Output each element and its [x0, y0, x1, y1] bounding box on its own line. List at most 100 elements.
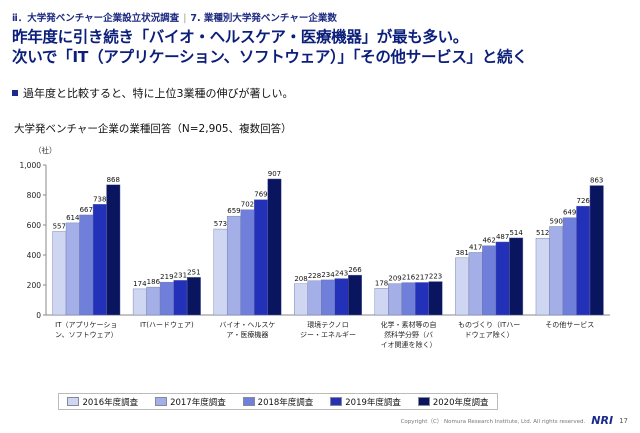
data-label: 208 [294, 275, 307, 283]
breadcrumb-page: 7. 業種別大学発ベンチャー企業数 [190, 13, 337, 24]
bullet-point: 過年度と比較すると、特に上位3業種の伸びが著しい。 [12, 85, 294, 101]
legend-swatch [67, 397, 80, 406]
data-label: 738 [93, 195, 106, 203]
legend-label: 2019年度調査 [345, 397, 401, 408]
bar [240, 209, 255, 316]
x-tick-label: 化学・素材等の自 [381, 320, 437, 329]
data-label: 667 [80, 206, 93, 214]
data-label: 557 [53, 222, 66, 230]
y-tick-label: 400 [27, 251, 42, 260]
y-tick-label: 600 [27, 221, 42, 230]
chart-title: 大学発ベンチャー企業の業種回答（N=2,905、複数回答） [14, 123, 292, 135]
bar [173, 280, 188, 316]
bar [401, 282, 416, 316]
nri-logo: NRI [591, 414, 614, 427]
bullet-square-icon [12, 90, 18, 96]
headline-line-2: 次いで「IT（アプリケーション、ソフトウェア）」「その他サービス」と続く [12, 48, 528, 66]
bar [589, 185, 604, 316]
bar [348, 274, 362, 316]
data-label: 174 [133, 280, 147, 288]
data-label: 223 [429, 273, 442, 281]
bar [374, 288, 389, 316]
data-label: 514 [509, 229, 523, 237]
bar [132, 288, 147, 316]
bar [159, 281, 174, 316]
bar [562, 217, 577, 316]
data-label: 219 [160, 273, 173, 281]
y-tick-label: 200 [27, 281, 42, 290]
data-label: 231 [174, 271, 187, 279]
data-label: 487 [496, 233, 509, 241]
legend-item: 2018年度調査 [242, 396, 314, 408]
bar [213, 228, 228, 316]
y-tick-label: 1,000 [20, 161, 42, 170]
copyright-text: Copyright（C） Nomura Research Institute, … [400, 418, 586, 425]
legend-swatch [155, 397, 168, 406]
breadcrumb-separator: | [183, 13, 187, 24]
legend-item: 2020年度調査 [417, 396, 489, 408]
bar [52, 231, 67, 316]
bar [294, 283, 308, 316]
bar [334, 278, 349, 316]
legend-item: 2019年度調査 [330, 396, 401, 408]
data-label: 590 [550, 218, 563, 226]
x-tick-label: その他サービス [545, 320, 594, 329]
x-tick-label: IT(ハードウェア) [140, 321, 194, 329]
bar [455, 257, 470, 316]
data-label: 234 [321, 271, 335, 279]
bar [415, 282, 430, 316]
data-label: 178 [375, 279, 388, 287]
bar [535, 237, 550, 316]
bar [509, 237, 524, 316]
x-tick-label: ア・医療機器 [226, 330, 268, 339]
x-tick-label: 環境テクノロ [307, 320, 349, 329]
x-tick-label: ドウェア除く） [465, 330, 514, 339]
data-label: 769 [254, 191, 267, 199]
data-label: 381 [455, 249, 468, 257]
footer: Copyright（C） Nomura Research Institute, … [401, 414, 628, 427]
data-label: 217 [415, 273, 428, 281]
bar [388, 283, 403, 316]
data-label: 907 [268, 170, 281, 178]
data-label: 649 [563, 209, 576, 217]
legend-label: 2018年度調査 [257, 397, 314, 408]
legend-label: 2017年度調査 [170, 397, 226, 408]
x-tick-label: バイオ・ヘルスケ [219, 321, 275, 329]
y-tick-label: 800 [27, 191, 42, 200]
bar [146, 286, 161, 316]
legend-item: 2017年度調査 [155, 396, 226, 408]
bar [226, 215, 241, 316]
bar [92, 204, 107, 316]
bar [267, 178, 282, 316]
legend-label: 2020年度調査 [432, 397, 489, 408]
legend-swatch [417, 397, 430, 406]
x-tick-label: イオ関連を除く） [381, 340, 437, 349]
legend-swatch [330, 397, 343, 406]
legend-label: 2016年度調査 [82, 397, 139, 408]
chart-legend: 2016年度調査 2017年度調査 2018年度調査 2019年度調査 2020年度調査 [58, 393, 498, 410]
x-tick-label: ものづくり（ITハー [458, 320, 520, 329]
data-label: 462 [482, 237, 495, 245]
breadcrumb-section: ⅱ．大学発ベンチャー企業設立状況調査 [12, 13, 180, 24]
bar [65, 222, 80, 316]
data-label: 266 [348, 266, 362, 274]
data-label: 228 [308, 272, 321, 280]
data-label: 573 [214, 220, 227, 228]
legend-item: 2016年度調査 [67, 396, 138, 408]
x-tick-label: ン、ソフトウェア） [55, 331, 118, 339]
bar [495, 241, 510, 316]
bullet-text: 過年度と比較すると、特に上位3業種の伸びが著しい。 [23, 87, 294, 100]
bar [79, 214, 94, 316]
legend-swatch [242, 397, 255, 406]
data-label: 863 [590, 177, 603, 185]
bar [576, 205, 591, 316]
data-label: 702 [241, 201, 254, 209]
data-label: 868 [107, 176, 120, 184]
x-tick-label: ジー・エネルギー [300, 331, 356, 339]
data-label: 726 [577, 197, 591, 205]
y-axis-label: （社） [34, 145, 57, 155]
bar [482, 245, 497, 316]
page-number: 17 [619, 416, 628, 425]
data-label: 512 [536, 229, 549, 237]
